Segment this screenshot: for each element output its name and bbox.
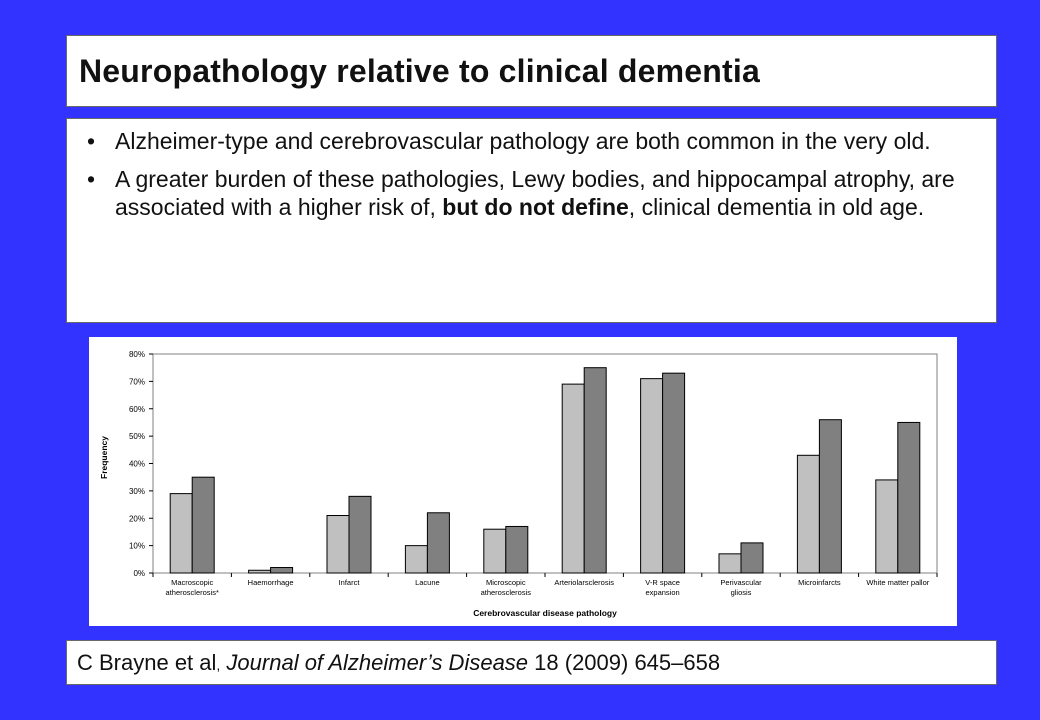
bar [191, 476, 215, 574]
bar [897, 421, 921, 574]
y-tick-label: 50% [129, 432, 145, 441]
citation: C Brayne et al, Journal of Alzheimer’s D… [77, 650, 720, 676]
bar [561, 383, 585, 574]
x-tick-label: Infarct [339, 578, 361, 587]
bar [505, 525, 529, 574]
citation-authors: C Brayne et al [77, 650, 217, 675]
bar [426, 512, 450, 574]
citation-journal: Journal of Alzheimer’s Disease [226, 650, 529, 675]
bar-chart: 0%10%20%30%40%50%60%70%80%Macroscopicath… [99, 350, 938, 618]
x-tick-label: Microscopic [486, 578, 526, 587]
x-tick-label: V-R space [645, 578, 680, 587]
bullet-text: Alzheimer-type and cerebrovascular patho… [115, 128, 931, 154]
bullet-list: • Alzheimer-type and cerebrovascular path… [77, 127, 977, 231]
bullet-item: • A greater burden of these pathologies, … [77, 165, 977, 221]
bar [740, 542, 764, 574]
x-tick-label: Arteriolarsclerosis [554, 578, 614, 587]
y-axis-label: Frequency [99, 436, 109, 479]
bar [640, 378, 664, 574]
chart-panel: 0% 10% 20% 30% 40% 50% 60% 70% 80% Macroscopic ath… [89, 337, 957, 626]
citation-box: C Brayne et al, Journal of Alzheimer’s D… [66, 640, 997, 685]
x-axis-label: Cerebrovascular disease pathology [473, 608, 617, 618]
bar [270, 567, 294, 574]
bullets-box: • Alzheimer-type and cerebrovascular path… [66, 118, 997, 323]
bar [718, 553, 742, 574]
bar [818, 419, 842, 574]
y-tick-label: 80% [129, 350, 145, 359]
x-tick-label: gliosis [731, 588, 752, 597]
bar [875, 479, 899, 574]
bullet-icon: • [87, 166, 96, 192]
x-tick-label: Microinfarcts [798, 578, 841, 587]
bar [662, 372, 686, 574]
bullet-item: • Alzheimer-type and cerebrovascular path… [77, 127, 977, 155]
x-tick-label: Perivascular [720, 578, 762, 587]
y-tick-label: 70% [129, 377, 145, 386]
y-tick-label: 40% [129, 460, 145, 469]
bullet-icon: • [87, 128, 96, 154]
title-box: Neuropathology relative to clinical deme… [66, 35, 997, 107]
bar [583, 367, 607, 574]
y-tick-label: 60% [129, 405, 145, 414]
x-tick-label: Haemorrhage [248, 578, 294, 587]
bar [326, 515, 350, 574]
x-tick-label: Lacune [415, 578, 440, 587]
citation-details: 18 (2009) 645–658 [528, 650, 721, 675]
slide-title: Neuropathology relative to clinical deme… [79, 53, 760, 89]
y-tick-label: 0% [133, 569, 145, 578]
x-tick-label: Macroscopic [171, 578, 213, 587]
x-tick-label: atherosclerosis [481, 588, 532, 597]
bullet-text: A greater burden of these pathologies, L… [115, 166, 955, 220]
bar [404, 545, 428, 574]
bar [483, 528, 507, 574]
bar [169, 493, 193, 574]
x-tick-label: expansion [645, 588, 679, 597]
x-tick-label: White matter pallor [866, 578, 929, 587]
y-tick-label: 30% [129, 487, 145, 496]
y-tick-label: 10% [129, 542, 145, 551]
y-tick-label: 20% [129, 514, 145, 523]
bar [248, 569, 272, 574]
bar [796, 454, 820, 574]
citation-comma: , [216, 657, 221, 673]
bar [348, 495, 372, 574]
x-tick-label: atherosclerosis* [166, 588, 219, 597]
bullet-bold-text: but do not define [442, 194, 629, 220]
bullet-text-end: , clinical dementia in old age. [628, 194, 925, 220]
